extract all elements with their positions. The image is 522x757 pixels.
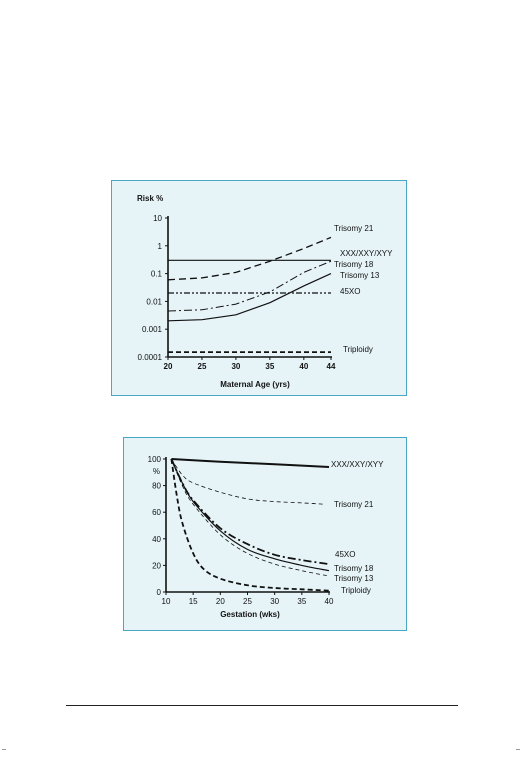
maternal-age-risk-plot: Risk % Maternal Age (yrs) Trisomy 21 XXX… bbox=[137, 194, 393, 389]
x-axis-title: Gestation (wks) bbox=[220, 610, 280, 619]
series-trisomy-18 bbox=[170, 458, 330, 572]
label-trisomy-13: Trisomy 13 bbox=[340, 271, 380, 280]
label-45xo: 45XO bbox=[335, 550, 355, 559]
label-xxx-xxy-xyy: XXX/XXY/XYY bbox=[340, 249, 393, 258]
y-tick-label: 40 bbox=[152, 535, 161, 544]
gestation-survival-plot: % Gestation (wks) XXX/XXY/XYY Trisomy 21… bbox=[148, 455, 384, 619]
x-tick-label: 25 bbox=[198, 362, 207, 371]
series-trisomy-21 bbox=[171, 458, 324, 505]
y-tick-label: 100 bbox=[148, 455, 162, 464]
x-tick-label: 25 bbox=[243, 597, 252, 606]
x-tick-label: 40 bbox=[325, 597, 334, 606]
label-trisomy-21: Trisomy 21 bbox=[334, 500, 374, 509]
y-tick-label: 20 bbox=[152, 561, 161, 570]
x-tick-label: 10 bbox=[162, 597, 171, 606]
x-axis-title: Maternal Age (yrs) bbox=[220, 380, 290, 389]
y-tick-label: 0.001 bbox=[142, 325, 163, 334]
y-tick-label: 0.0001 bbox=[138, 353, 163, 362]
x-tick-label: 30 bbox=[270, 597, 279, 606]
label-trisomy-18: Trisomy 18 bbox=[334, 564, 374, 573]
x-tick-label: 44 bbox=[327, 362, 336, 371]
y-tick-label: 1 bbox=[158, 242, 163, 251]
label-trisomy-21: Trisomy 21 bbox=[334, 224, 374, 233]
x-tick-label: 20 bbox=[164, 362, 173, 371]
series-45xo bbox=[170, 458, 330, 565]
y-axis-unit: % bbox=[153, 467, 160, 476]
series-trisomy-21 bbox=[167, 236, 332, 281]
series-trisomy-13 bbox=[171, 458, 330, 577]
series-triploidy bbox=[170, 458, 330, 592]
label-xxx-xxy-xyy: XXX/XXY/XYY bbox=[331, 460, 384, 469]
y-tick-label: 0 bbox=[157, 588, 162, 597]
label-triploidy: Triploidy bbox=[343, 345, 373, 354]
label-trisomy-13: Trisomy 13 bbox=[334, 574, 374, 583]
y-tick-label: 80 bbox=[152, 482, 161, 491]
y-axis-title: Risk % bbox=[137, 194, 163, 203]
y-tick-label: 0.1 bbox=[151, 270, 163, 279]
label-trisomy-18: Trisomy 18 bbox=[334, 260, 374, 269]
label-triploidy: Triploidy bbox=[341, 586, 371, 595]
y-tick-label: 10 bbox=[153, 214, 162, 223]
x-tick-label: 40 bbox=[299, 362, 308, 371]
crop-mark bbox=[516, 749, 520, 750]
gestation-survival-chart: % Gestation (wks) XXX/XXY/XYY Trisomy 21… bbox=[123, 437, 407, 631]
x-tick-label: 20 bbox=[216, 597, 225, 606]
x-tick-label: 30 bbox=[231, 362, 240, 371]
y-tick-label: 0.01 bbox=[146, 297, 162, 306]
series-trisomy-13 bbox=[167, 273, 332, 322]
x-tick-label: 35 bbox=[265, 362, 274, 371]
series-xxx-xxy-xyy bbox=[171, 458, 330, 468]
maternal-age-risk-chart: Risk % Maternal Age (yrs) Trisomy 21 XXX… bbox=[111, 180, 407, 396]
x-tick-label: 35 bbox=[297, 597, 306, 606]
footer-rule bbox=[66, 705, 458, 706]
crop-mark bbox=[2, 749, 6, 750]
x-tick-label: 15 bbox=[189, 597, 198, 606]
series-trisomy-18 bbox=[167, 260, 332, 312]
y-tick-label: 60 bbox=[152, 508, 161, 517]
label-45xo: 45XO bbox=[340, 287, 360, 296]
